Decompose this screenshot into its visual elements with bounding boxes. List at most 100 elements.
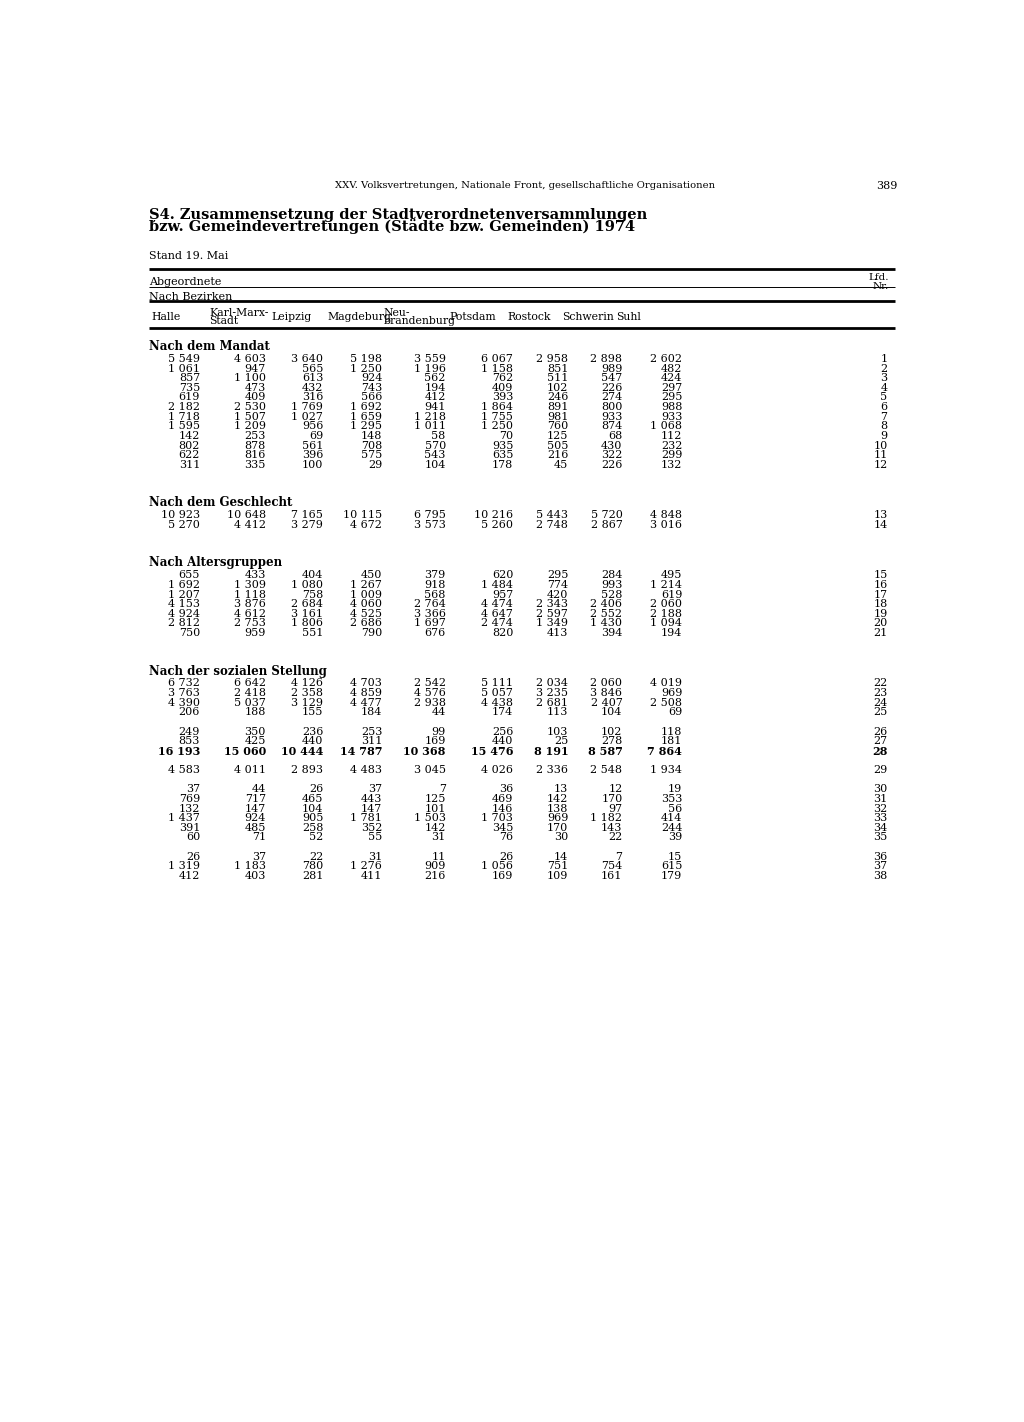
Text: Abgeordnete: Abgeordnete xyxy=(148,277,221,287)
Text: 26: 26 xyxy=(873,727,888,737)
Text: 758: 758 xyxy=(302,590,324,600)
Text: 2 542: 2 542 xyxy=(414,678,445,688)
Text: 179: 179 xyxy=(660,870,682,882)
Text: 31: 31 xyxy=(873,793,888,803)
Text: 622: 622 xyxy=(179,451,200,461)
Text: 8 191: 8 191 xyxy=(534,745,568,757)
Text: 19: 19 xyxy=(873,609,888,619)
Text: 2 681: 2 681 xyxy=(537,698,568,708)
Text: 35: 35 xyxy=(873,832,888,842)
Text: 194: 194 xyxy=(424,383,445,392)
Text: 3 235: 3 235 xyxy=(537,688,568,698)
Text: 2 893: 2 893 xyxy=(291,765,324,775)
Text: 1 218: 1 218 xyxy=(414,411,445,422)
Text: 1 027: 1 027 xyxy=(292,411,324,422)
Text: 52: 52 xyxy=(309,832,324,842)
Text: 485: 485 xyxy=(245,823,266,833)
Text: 353: 353 xyxy=(660,793,682,803)
Text: Stadt: Stadt xyxy=(209,316,239,326)
Text: 4 026: 4 026 xyxy=(481,765,513,775)
Text: 1 196: 1 196 xyxy=(414,364,445,374)
Text: 142: 142 xyxy=(424,823,445,833)
Text: 299: 299 xyxy=(660,451,682,461)
Text: 2 748: 2 748 xyxy=(537,520,568,530)
Text: 6: 6 xyxy=(881,402,888,412)
Text: 14: 14 xyxy=(554,852,568,862)
Text: 3 559: 3 559 xyxy=(414,354,445,364)
Text: 969: 969 xyxy=(660,688,682,698)
Text: 619: 619 xyxy=(660,590,682,600)
Text: 391: 391 xyxy=(179,823,200,833)
Text: 1 659: 1 659 xyxy=(350,411,382,422)
Text: 58: 58 xyxy=(431,431,445,441)
Text: 2 336: 2 336 xyxy=(537,765,568,775)
Text: 874: 874 xyxy=(601,421,623,431)
Text: 76: 76 xyxy=(499,832,513,842)
Text: 1 806: 1 806 xyxy=(291,619,324,629)
Text: 335: 335 xyxy=(245,459,266,469)
Text: 3 279: 3 279 xyxy=(292,520,324,530)
Text: 68: 68 xyxy=(608,431,623,441)
Text: 37: 37 xyxy=(252,852,266,862)
Text: 5 037: 5 037 xyxy=(234,698,266,708)
Text: 762: 762 xyxy=(492,373,513,383)
Text: 258: 258 xyxy=(302,823,324,833)
Text: 2 898: 2 898 xyxy=(591,354,623,364)
Text: 6 642: 6 642 xyxy=(233,678,266,688)
Text: 743: 743 xyxy=(360,383,382,392)
Text: brandenburg: brandenburg xyxy=(384,316,456,326)
Text: 104: 104 xyxy=(601,707,623,717)
Text: 188: 188 xyxy=(245,707,266,717)
Text: 56: 56 xyxy=(668,803,682,813)
Text: 295: 295 xyxy=(660,392,682,402)
Text: 99: 99 xyxy=(431,727,445,737)
Text: 495: 495 xyxy=(660,570,682,580)
Text: 2 034: 2 034 xyxy=(537,678,568,688)
Text: 274: 274 xyxy=(601,392,623,402)
Text: 1 207: 1 207 xyxy=(168,590,200,600)
Text: Suhl: Suhl xyxy=(616,311,641,321)
Text: 169: 169 xyxy=(424,737,445,747)
Text: 2 508: 2 508 xyxy=(650,698,682,708)
Text: 132: 132 xyxy=(660,459,682,469)
Text: 13: 13 xyxy=(873,510,888,520)
Text: 101: 101 xyxy=(424,803,445,813)
Text: 482: 482 xyxy=(660,364,682,374)
Text: 113: 113 xyxy=(547,707,568,717)
Text: 2 938: 2 938 xyxy=(414,698,445,708)
Text: 851: 851 xyxy=(547,364,568,374)
Text: 717: 717 xyxy=(245,793,266,803)
Text: 708: 708 xyxy=(360,441,382,451)
Text: 316: 316 xyxy=(302,392,324,402)
Text: 4 583: 4 583 xyxy=(168,765,200,775)
Text: 14 787: 14 787 xyxy=(340,745,382,757)
Text: 24: 24 xyxy=(873,698,888,708)
Text: 6 795: 6 795 xyxy=(414,510,445,520)
Text: 125: 125 xyxy=(547,431,568,441)
Text: 802: 802 xyxy=(179,441,200,451)
Text: 1 158: 1 158 xyxy=(481,364,513,374)
Text: Karl-Marx-: Karl-Marx- xyxy=(209,307,268,317)
Text: 311: 311 xyxy=(360,737,382,747)
Text: 3 045: 3 045 xyxy=(414,765,445,775)
Text: 1 276: 1 276 xyxy=(350,862,382,872)
Text: 566: 566 xyxy=(360,392,382,402)
Text: 10 115: 10 115 xyxy=(343,510,382,520)
Text: Magdeburg: Magdeburg xyxy=(328,311,391,321)
Text: 450: 450 xyxy=(360,570,382,580)
Text: Nach dem Mandat: Nach dem Mandat xyxy=(148,340,269,353)
Text: 15 060: 15 060 xyxy=(223,745,266,757)
Text: 178: 178 xyxy=(492,459,513,469)
Text: 112: 112 xyxy=(660,431,682,441)
Text: 118: 118 xyxy=(660,727,682,737)
Text: 2 406: 2 406 xyxy=(591,599,623,609)
Text: 1 009: 1 009 xyxy=(350,590,382,600)
Text: 988: 988 xyxy=(660,402,682,412)
Text: 31: 31 xyxy=(431,832,445,842)
Text: 2: 2 xyxy=(881,364,888,374)
Text: 420: 420 xyxy=(547,590,568,600)
Text: 909: 909 xyxy=(424,862,445,872)
Text: XXV. Volksvertretungen, Nationale Front, gesellschaftliche Organisationen: XXV. Volksvertretungen, Nationale Front,… xyxy=(335,182,715,191)
Text: 3 876: 3 876 xyxy=(234,599,266,609)
Text: 102: 102 xyxy=(547,383,568,392)
